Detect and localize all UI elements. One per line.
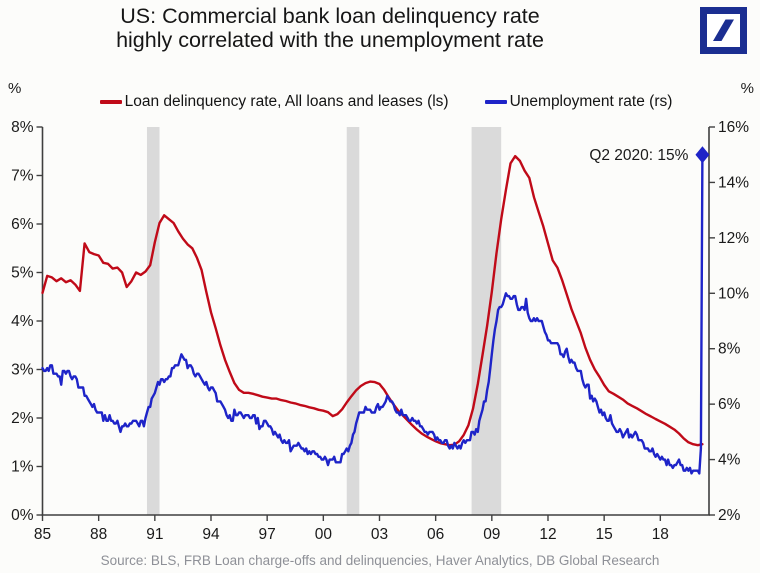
left-axis-tick-label: 6% <box>11 216 34 233</box>
blue-line-swatch <box>484 100 507 104</box>
left-axis-tick-label: 5% <box>11 265 34 282</box>
page-title: US: Commercial bank loan delinquency rat… <box>40 4 620 52</box>
right-axis-tick-label: 2% <box>718 507 741 524</box>
legend-label-delinquency: Loan delinquency rate, All loans and lea… <box>124 93 449 110</box>
deutsche-bank-logo <box>700 7 747 54</box>
x-axis-tick-label: 09 <box>483 526 500 543</box>
legend-label-unemployment: Unemployment rate (rs) <box>509 93 673 110</box>
x-axis-tick-label: 15 <box>596 526 613 543</box>
recession-band <box>346 127 360 515</box>
right-axis-tick-label: 12% <box>718 230 749 247</box>
x-axis-tick-label: 85 <box>34 526 51 543</box>
x-axis-tick-label: 00 <box>315 526 333 543</box>
source-note: Source: BLS, FRB Loan charge-offs and de… <box>100 553 660 568</box>
right-axis-unit: % <box>740 80 754 97</box>
title-line-2: highly correlated with the unemployment … <box>116 27 544 52</box>
right-axis-tick-label: 10% <box>718 285 749 302</box>
left-axis-tick-label: 7% <box>11 168 34 185</box>
q2-2020-diamond-icon <box>695 146 710 164</box>
x-axis-tick-label: 88 <box>90 526 107 543</box>
left-axis-tick-label: 4% <box>11 313 34 330</box>
x-axis-tick-label: 18 <box>652 526 669 543</box>
deutsche-bank-logo-icon <box>700 7 747 54</box>
title-line-1: US: Commercial bank loan delinquency rat… <box>120 4 540 28</box>
left-axis-tick-label: 0% <box>11 507 34 524</box>
x-axis-tick-label: 03 <box>371 526 388 543</box>
legend-item-unemployment: Unemployment rate (rs) <box>484 93 673 111</box>
recession-band <box>146 127 160 515</box>
x-axis-tick-label: 91 <box>146 526 163 543</box>
right-axis-tick-label: 6% <box>718 396 741 413</box>
legend: Loan delinquency rate, All loans and lea… <box>42 93 730 111</box>
loan-delinquency-line <box>41 154 704 447</box>
legend-item-delinquency: Loan delinquency rate, All loans and lea… <box>99 93 449 111</box>
left-axis-tick-label: 1% <box>11 459 34 476</box>
right-axis-tick-label: 14% <box>718 174 749 191</box>
red-line-swatch <box>99 100 122 104</box>
right-axis-tick-label: 8% <box>718 341 741 358</box>
left-axis-tick-label: 3% <box>11 362 34 379</box>
x-axis-tick-label: 94 <box>202 526 220 543</box>
x-axis-tick-label: 97 <box>259 526 276 543</box>
x-axis-tick-label: 12 <box>539 526 556 543</box>
x-axis-tick-label: 06 <box>427 526 444 543</box>
left-axis-tick-label: 8% <box>11 119 34 136</box>
left-axis-tick-label: 2% <box>11 410 34 427</box>
unemployment-line <box>41 153 704 475</box>
left-axis-unit: % <box>8 80 22 97</box>
right-axis-tick-label: 4% <box>718 452 741 469</box>
right-axis-tick-label: 16% <box>718 119 749 136</box>
q2-2020-annotation: Q2 2020: 15% <box>589 147 688 164</box>
